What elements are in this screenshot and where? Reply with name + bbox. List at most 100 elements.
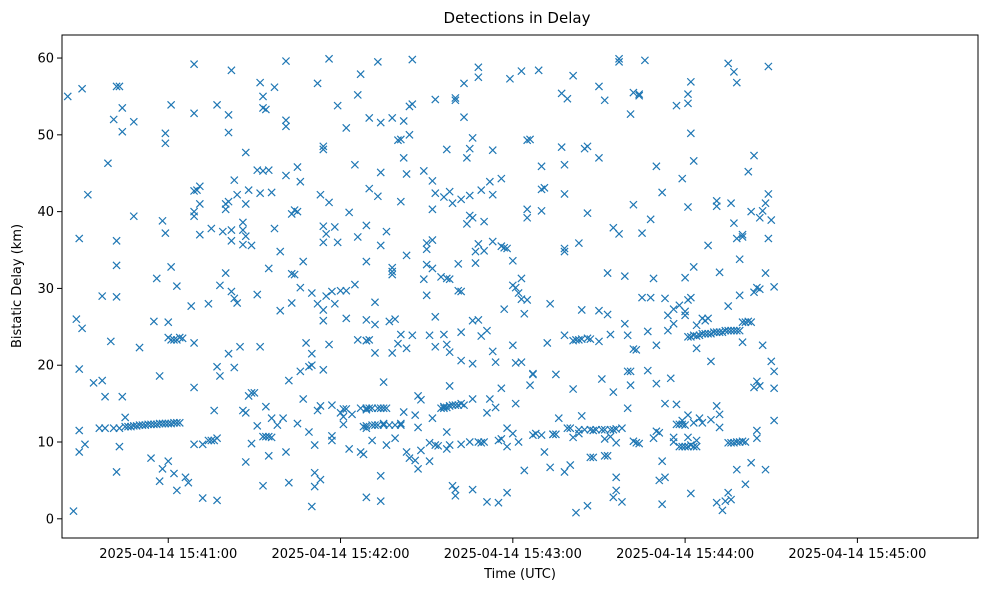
data-point — [643, 366, 652, 375]
data-point — [365, 404, 374, 413]
data-point — [629, 88, 638, 97]
data-point — [362, 315, 371, 324]
data-point — [190, 338, 199, 347]
data-point — [557, 143, 566, 152]
data-point — [253, 421, 262, 430]
data-point — [370, 320, 380, 329]
data-point — [109, 424, 118, 433]
data-point — [98, 376, 107, 385]
data-point — [526, 135, 535, 144]
data-point — [560, 189, 569, 198]
data-point — [307, 349, 316, 358]
data-point — [169, 418, 179, 427]
data-point — [744, 317, 753, 326]
data-point — [72, 315, 81, 324]
data-point — [190, 60, 199, 69]
data-point — [770, 416, 779, 425]
data-point — [445, 381, 454, 390]
data-point — [109, 115, 118, 124]
data-point — [333, 101, 342, 110]
data-point — [686, 129, 695, 138]
data-point — [270, 224, 279, 233]
data-point — [405, 130, 414, 139]
data-point — [632, 438, 641, 447]
data-point — [385, 421, 394, 430]
data-point — [319, 145, 328, 154]
data-point — [508, 341, 517, 350]
data-point — [370, 348, 380, 357]
data-point — [190, 186, 199, 195]
data-point — [241, 457, 250, 466]
data-point — [230, 176, 239, 185]
data-point — [523, 213, 532, 222]
data-point — [325, 340, 334, 349]
data-point — [480, 217, 489, 226]
data-point — [615, 57, 624, 66]
data-point — [391, 434, 400, 443]
data-point — [135, 421, 144, 430]
data-point — [379, 421, 388, 430]
data-point — [712, 328, 721, 337]
data-point — [422, 260, 431, 269]
data-point — [727, 326, 736, 335]
data-point — [425, 438, 434, 447]
data-point — [626, 381, 635, 390]
data-point — [103, 159, 112, 168]
data-point — [327, 436, 336, 445]
data-point — [408, 100, 417, 109]
data-point — [577, 305, 586, 314]
data-point — [414, 391, 423, 400]
data-point — [755, 381, 764, 390]
data-point — [445, 187, 454, 196]
data-point — [224, 349, 233, 358]
data-point — [307, 289, 316, 298]
data-point — [672, 420, 681, 429]
data-point — [761, 199, 770, 208]
data-point — [500, 305, 509, 314]
data-point — [98, 292, 107, 301]
data-point — [767, 357, 776, 366]
data-point — [408, 55, 417, 64]
data-point — [750, 288, 759, 297]
data-point — [428, 236, 437, 245]
data-point — [158, 216, 167, 225]
data-point — [612, 438, 621, 447]
data-point — [747, 458, 756, 467]
data-point — [448, 199, 457, 208]
data-point — [442, 145, 451, 154]
data-point — [465, 144, 474, 153]
data-point — [241, 232, 250, 241]
data-point — [551, 430, 560, 439]
data-point — [373, 192, 382, 201]
data-point — [672, 101, 681, 110]
data-point — [396, 330, 405, 339]
data-point — [431, 189, 440, 198]
data-point — [327, 401, 336, 410]
data-point — [293, 163, 302, 172]
data-point — [767, 216, 776, 225]
data-point — [445, 348, 454, 357]
data-point — [442, 274, 451, 283]
data-point — [281, 122, 290, 131]
data-point — [554, 414, 563, 423]
data-point — [213, 362, 222, 371]
data-point — [319, 142, 328, 151]
data-point — [488, 146, 497, 155]
data-point — [213, 434, 222, 443]
data-point — [678, 174, 687, 183]
data-point — [635, 90, 644, 99]
data-point — [497, 384, 506, 393]
data-point — [184, 478, 193, 487]
data-point — [258, 481, 268, 490]
data-point — [241, 199, 250, 208]
data-point — [459, 113, 469, 122]
data-point — [583, 209, 592, 218]
data-point — [78, 84, 87, 93]
data-point — [750, 151, 759, 160]
data-point — [683, 90, 693, 99]
data-point — [195, 182, 204, 191]
data-point — [497, 174, 506, 183]
data-point — [660, 473, 670, 482]
data-point — [233, 190, 242, 199]
data-point — [241, 408, 250, 417]
